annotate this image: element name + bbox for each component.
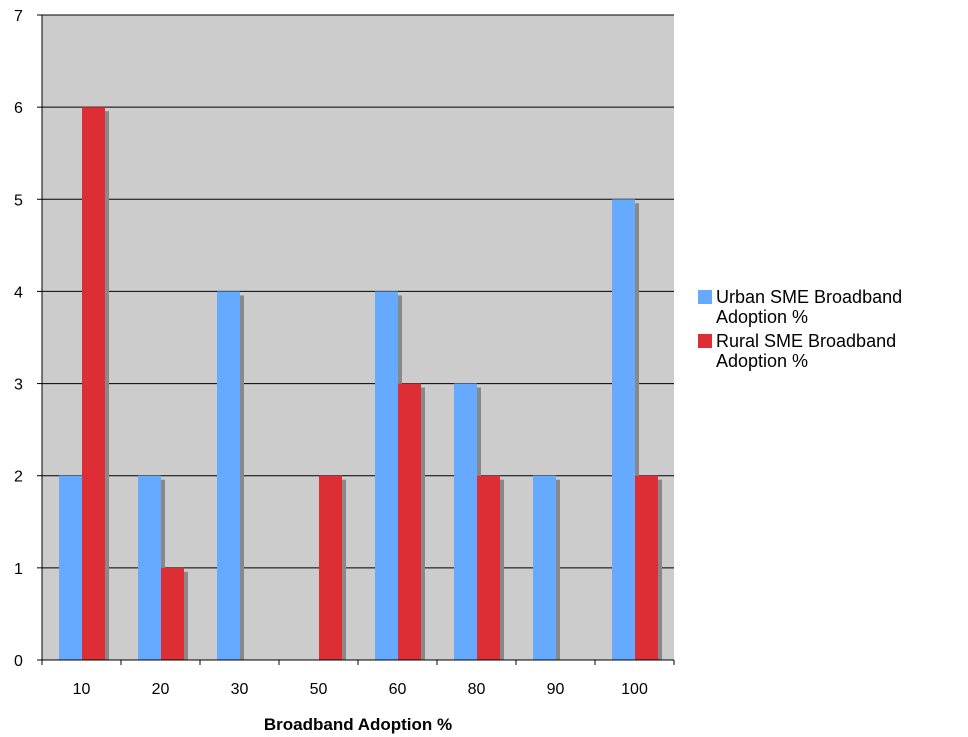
- plot-area: [42, 15, 674, 660]
- legend-swatch-urban: [698, 290, 712, 304]
- x-tick-label-60: 60: [389, 681, 407, 698]
- x-tick-label-80: 80: [468, 681, 486, 698]
- legend-item-urban: Urban SME Broadband Adoption %: [698, 287, 966, 327]
- bar-rural-50: [319, 475, 342, 660]
- y-tick-label-3: 3: [14, 377, 23, 394]
- y-tick-label-4: 4: [14, 284, 23, 301]
- legend-item-rural: Rural SME Broadband Adoption %: [698, 331, 966, 371]
- bar-urban-30: [217, 291, 240, 660]
- y-tick-label-6: 6: [14, 100, 23, 117]
- x-tick-label-10: 10: [73, 681, 91, 698]
- bar-rural-10: [82, 107, 105, 660]
- bar-urban-100: [612, 199, 635, 661]
- x-tick-label-90: 90: [547, 681, 565, 698]
- x-tick-label-30: 30: [231, 681, 249, 698]
- axes-group: [37, 14, 675, 665]
- x-tick-label-100: 100: [621, 681, 648, 698]
- bar-urban-10: [59, 475, 82, 660]
- bar-urban-60: [375, 291, 398, 660]
- y-tick-label-7: 7: [14, 8, 23, 25]
- legend-label-rural: Rural SME Broadband Adoption %: [716, 331, 897, 371]
- bar-urban-90: [533, 475, 556, 660]
- y-tick-label-5: 5: [14, 192, 23, 209]
- tick-labels-group: 0 1 2 3 4 5 6 7 10 20 30 50 60 80 90 100: [14, 8, 648, 698]
- y-tick-label-1: 1: [14, 561, 23, 578]
- legend-swatch-rural: [698, 334, 712, 348]
- bar-rural-20: [161, 567, 184, 660]
- y-tick-label-0: 0: [14, 653, 23, 670]
- bar-urban-80: [454, 383, 477, 660]
- legend-label-urban: Urban SME Broadband Adoption %: [716, 287, 903, 327]
- x-tick-label-20: 20: [152, 681, 170, 698]
- bar-rural-60: [398, 383, 421, 660]
- y-tick-label-2: 2: [14, 469, 23, 486]
- bar-rural-80: [477, 475, 500, 660]
- legend: Urban SME Broadband Adoption % Rural SME…: [698, 287, 966, 375]
- bars-group: [59, 107, 662, 661]
- bar-urban-20: [138, 475, 161, 660]
- bar-rural-100: [635, 475, 658, 660]
- x-tick-label-50: 50: [310, 681, 328, 698]
- x-axis-title: Broadband Adoption %: [264, 715, 452, 734]
